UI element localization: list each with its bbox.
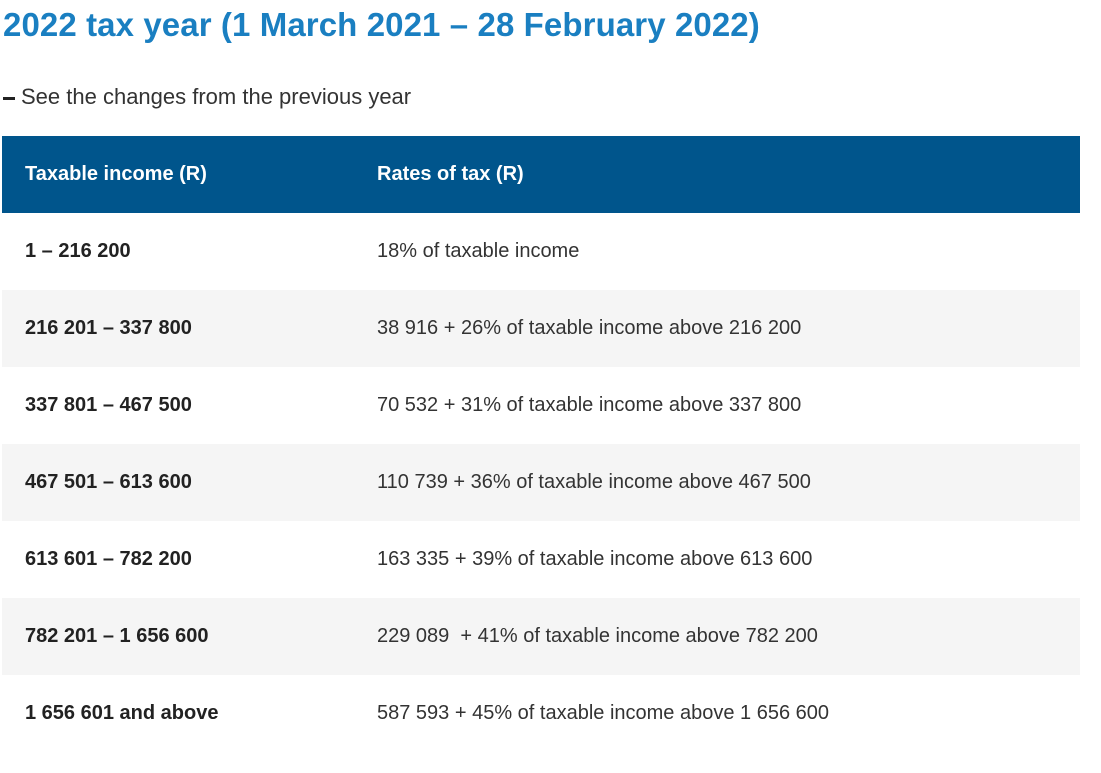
see-changes-toggle[interactable]: See the changes from the previous year — [3, 84, 411, 110]
see-changes-label: See the changes from the previous year — [21, 84, 412, 109]
taxable-income-cell: 337 801 – 467 500 — [25, 394, 192, 416]
tax-rate-cell: 70 532 + 31% of taxable income above 337… — [377, 394, 802, 416]
page-title: 2022 tax year (1 March 2021 – 28 Februar… — [3, 6, 760, 43]
table-row: 1 – 216 200 18% of taxable income — [2, 213, 1080, 290]
taxable-income-cell: 216 201 – 337 800 — [2, 290, 354, 367]
table-row: 467 501 – 613 600 110 739 + 36% of taxab… — [2, 444, 1080, 521]
table-row: 613 601 – 782 200 163 335 + 39% of taxab… — [2, 521, 1080, 598]
tax-rate-cell: 163 335 + 39% of taxable income above 61… — [377, 548, 813, 570]
tax-rate-cell: 18% of taxable income — [377, 240, 580, 262]
table-row: 216 201 – 337 800 38 916 + 26% of taxabl… — [2, 290, 1080, 367]
taxable-income-cell: 1 656 601 and above — [25, 702, 219, 724]
tax-rate-cell: 229 089 + 41% of taxable income above 78… — [354, 598, 1080, 675]
table-row: 337 801 – 467 500 70 532 + 31% of taxabl… — [2, 367, 1080, 444]
tax-rates-table: Taxable income (R) Rates of tax (R) 1 – … — [2, 136, 1080, 752]
taxable-income-cell: 1 – 216 200 — [25, 240, 131, 262]
minus-icon — [3, 96, 15, 100]
taxable-income-cell: 467 501 – 613 600 — [2, 444, 354, 521]
tax-rate-cell: 38 916 + 26% of taxable income above 216… — [354, 290, 1080, 367]
table-row: 782 201 – 1 656 600 229 089 + 41% of tax… — [2, 598, 1080, 675]
tax-rate-cell: 587 593 + 45% of taxable income above 1 … — [377, 702, 830, 724]
table-row: 1 656 601 and above 587 593 + 45% of tax… — [2, 675, 1080, 752]
taxable-income-cell: 613 601 – 782 200 — [25, 548, 192, 570]
tax-rate-cell: 110 739 + 36% of taxable income above 46… — [354, 444, 1080, 521]
table-header-row: Taxable income (R) Rates of tax (R) — [2, 136, 1080, 213]
taxable-income-cell: 782 201 – 1 656 600 — [2, 598, 354, 675]
header-rates-of-tax: Rates of tax (R) — [354, 136, 1080, 213]
header-taxable-income: Taxable income (R) — [2, 136, 354, 213]
